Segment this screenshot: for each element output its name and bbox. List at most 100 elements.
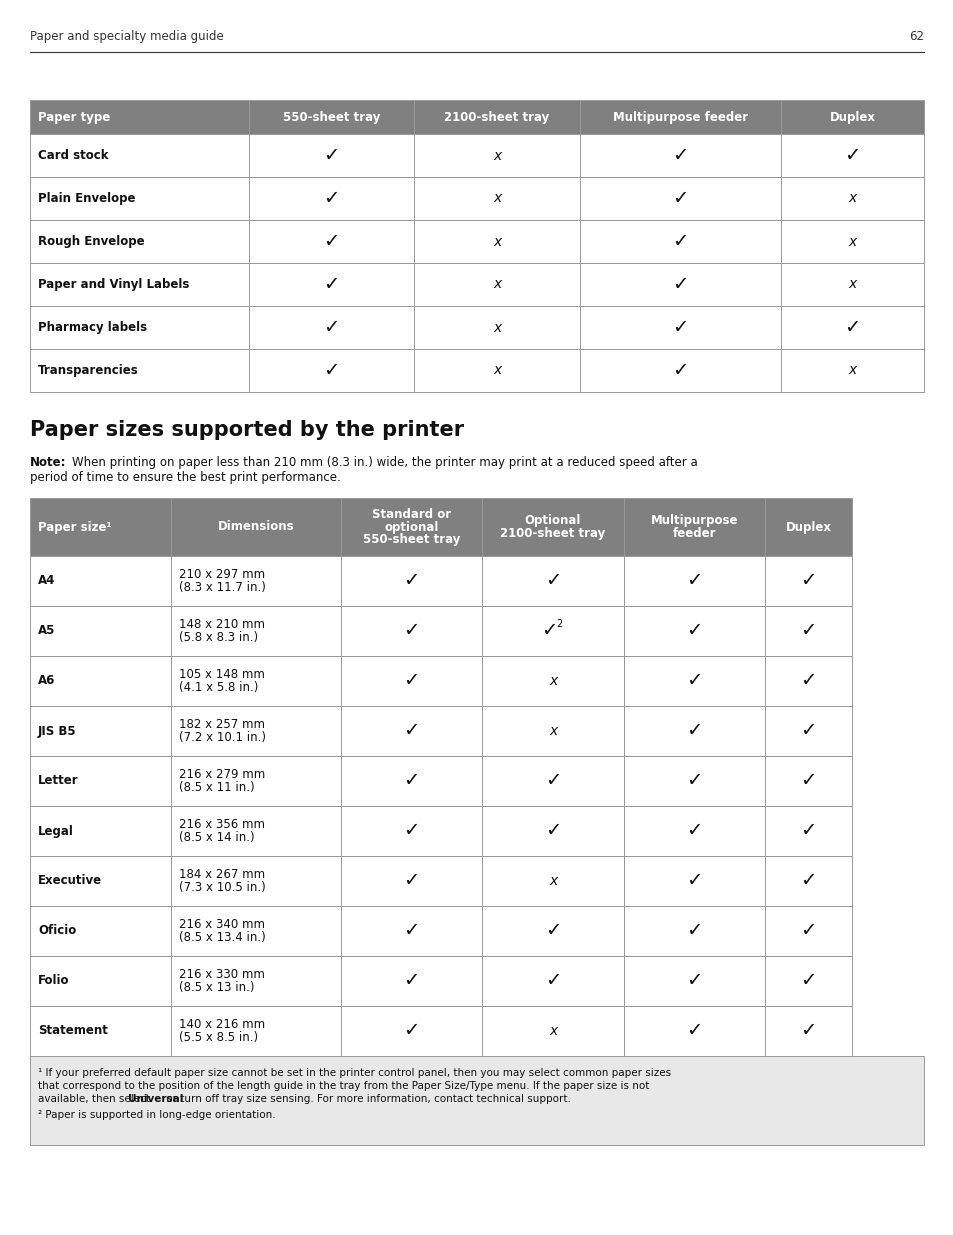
Text: ✓: ✓ (672, 361, 688, 380)
Bar (341, 806, 482, 856)
Bar (482, 956, 623, 1007)
Text: Paper size¹: Paper size¹ (38, 520, 112, 534)
Text: 184 x 267 mm: 184 x 267 mm (179, 867, 265, 881)
Text: ✓: ✓ (672, 189, 688, 207)
Bar (781, 220, 923, 263)
Bar (172, 856, 341, 906)
Text: Legal: Legal (38, 825, 73, 837)
Text: A5: A5 (38, 625, 55, 637)
Bar (482, 656, 623, 706)
Bar (623, 556, 764, 606)
Bar (30, 906, 172, 956)
Text: Paper type: Paper type (38, 110, 111, 124)
Bar (414, 350, 579, 391)
Bar (579, 263, 781, 306)
Text: ✓: ✓ (544, 821, 560, 841)
Bar (30, 135, 249, 177)
Text: (8.3 x 11.7 in.): (8.3 x 11.7 in.) (179, 582, 266, 594)
Bar (30, 100, 249, 135)
Text: (4.1 x 5.8 in.): (4.1 x 5.8 in.) (179, 682, 258, 694)
Bar (764, 906, 852, 956)
Text: 2100-sheet tray: 2100-sheet tray (444, 110, 549, 124)
Text: 140 x 216 mm: 140 x 216 mm (179, 1018, 265, 1030)
Bar (764, 656, 852, 706)
Text: ✓: ✓ (403, 921, 419, 941)
Text: Plain Envelope: Plain Envelope (38, 191, 135, 205)
Text: 216 x 279 mm: 216 x 279 mm (179, 767, 265, 781)
Bar (30, 350, 249, 391)
Text: Oficio: Oficio (38, 925, 76, 937)
Text: ✓: ✓ (672, 317, 688, 337)
Bar (341, 498, 482, 556)
Bar (579, 135, 781, 177)
Text: ✓: ✓ (800, 1021, 816, 1041)
Bar (249, 263, 414, 306)
Text: Rough Envelope: Rough Envelope (38, 235, 145, 248)
Text: ✓: ✓ (800, 921, 816, 941)
Text: ✓: ✓ (403, 672, 419, 690)
Text: ✓: ✓ (685, 921, 701, 941)
Text: (5.5 x 8.5 in.): (5.5 x 8.5 in.) (179, 1031, 258, 1045)
Text: ✓: ✓ (544, 772, 560, 790)
Bar (414, 135, 579, 177)
Text: Letter: Letter (38, 774, 78, 788)
Bar (341, 756, 482, 806)
Bar (623, 656, 764, 706)
Bar (341, 956, 482, 1007)
Text: ¹ If your preferred default paper size cannot be set in the printer control pane: ¹ If your preferred default paper size c… (38, 1068, 670, 1078)
Bar (579, 306, 781, 350)
Text: 148 x 210 mm: 148 x 210 mm (179, 618, 265, 631)
Bar (30, 556, 172, 606)
Text: ✓: ✓ (323, 361, 339, 380)
Text: x: x (548, 1024, 557, 1037)
Bar (781, 177, 923, 220)
Text: A6: A6 (38, 674, 55, 688)
Text: ✓: ✓ (800, 672, 816, 690)
Text: ✓: ✓ (403, 972, 419, 990)
Bar (341, 656, 482, 706)
Text: x: x (493, 321, 500, 335)
Text: Folio: Folio (38, 974, 70, 988)
Text: ✓: ✓ (685, 721, 701, 741)
Bar (30, 220, 249, 263)
Text: ✓: ✓ (323, 146, 339, 165)
Bar (414, 263, 579, 306)
Bar (764, 856, 852, 906)
Text: Executive: Executive (38, 874, 102, 888)
Text: x: x (493, 363, 500, 378)
Text: ✓: ✓ (843, 317, 860, 337)
Text: Paper and Vinyl Labels: Paper and Vinyl Labels (38, 278, 190, 291)
Bar (30, 177, 249, 220)
Bar (249, 100, 414, 135)
Text: Duplex: Duplex (785, 520, 831, 534)
Text: (5.8 x 8.3 in.): (5.8 x 8.3 in.) (179, 631, 258, 645)
Text: ✓: ✓ (544, 572, 560, 590)
Text: x: x (847, 363, 856, 378)
Text: ✓: ✓ (685, 972, 701, 990)
Text: ✓: ✓ (685, 672, 701, 690)
Bar (30, 1007, 172, 1056)
Bar (249, 220, 414, 263)
Text: period of time to ensure the best print performance.: period of time to ensure the best print … (30, 471, 340, 484)
Text: Universal: Universal (128, 1094, 183, 1104)
Bar (482, 756, 623, 806)
Bar (30, 656, 172, 706)
Bar (482, 498, 623, 556)
Text: A4: A4 (38, 574, 55, 588)
Text: ✓: ✓ (544, 972, 560, 990)
Bar (30, 756, 172, 806)
Bar (764, 806, 852, 856)
Bar (341, 706, 482, 756)
Bar (482, 606, 623, 656)
Text: ✓: ✓ (800, 721, 816, 741)
Bar (579, 350, 781, 391)
Bar (30, 856, 172, 906)
Text: ✓: ✓ (403, 821, 419, 841)
Bar (579, 177, 781, 220)
Text: Pharmacy labels: Pharmacy labels (38, 321, 147, 333)
Text: x: x (493, 235, 500, 248)
Bar (30, 706, 172, 756)
Text: ✓: ✓ (685, 772, 701, 790)
Bar (30, 606, 172, 656)
Text: x: x (493, 191, 500, 205)
